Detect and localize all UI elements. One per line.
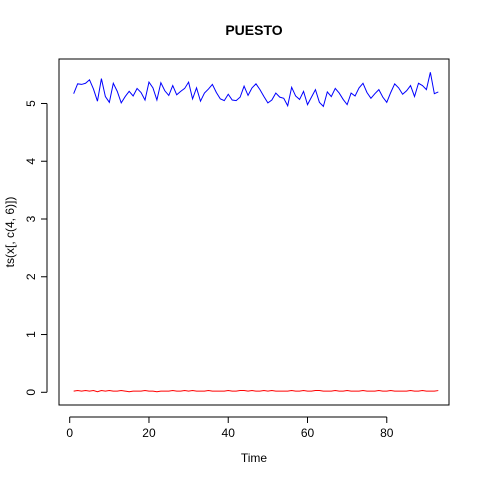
x-tick-label: 0 [66,426,73,440]
x-tick-label: 60 [301,426,315,440]
series-line-2 [74,391,439,392]
y-tick-label: 2 [24,273,38,280]
chart-title: PUESTO [225,22,282,38]
x-tick-label: 20 [142,426,156,440]
y-axis: 0 1 2 3 4 5 [24,100,47,396]
x-tick-label: 80 [380,426,394,440]
y-tick-label: 4 [24,158,38,165]
y-tick-label: 1 [24,331,38,338]
plot-frame [59,59,449,405]
y-tick-label: 5 [24,100,38,107]
x-axis-label: Time [241,451,268,465]
x-axis: 0 20 40 60 80 [66,417,393,440]
y-tick-label: 0 [24,389,38,396]
series-layer [74,72,439,391]
x-tick-label: 40 [222,426,236,440]
series-line-1 [74,72,439,106]
y-tick-label: 3 [24,215,38,222]
y-axis-label: ts(x[, c(4, 6)]) [3,197,17,268]
